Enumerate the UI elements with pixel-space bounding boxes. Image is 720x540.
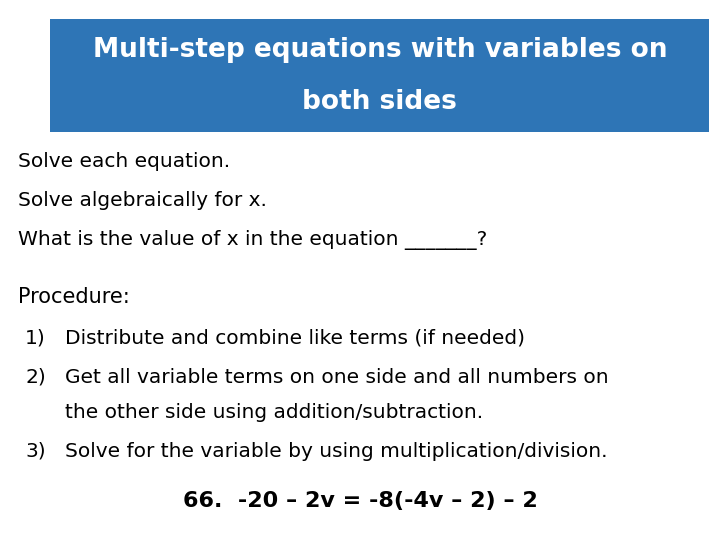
Text: 1): 1): [25, 329, 46, 348]
Text: Solve each equation.: Solve each equation.: [18, 152, 230, 171]
Text: 3): 3): [25, 442, 46, 461]
Text: the other side using addition/subtraction.: the other side using addition/subtractio…: [65, 403, 483, 422]
Text: Distribute and combine like terms (if needed): Distribute and combine like terms (if ne…: [65, 329, 525, 348]
Text: Procedure:: Procedure:: [18, 287, 130, 307]
Text: Solve algebraically for x.: Solve algebraically for x.: [18, 191, 267, 210]
Text: 2): 2): [25, 368, 46, 387]
Text: both sides: both sides: [302, 89, 457, 114]
FancyBboxPatch shape: [50, 19, 709, 132]
Text: Solve for the variable by using multiplication/division.: Solve for the variable by using multipli…: [65, 442, 607, 461]
Text: What is the value of x in the equation _______?: What is the value of x in the equation _…: [18, 230, 487, 250]
Text: Multi-step equations with variables on: Multi-step equations with variables on: [93, 37, 667, 63]
Text: Get all variable terms on one side and all numbers on: Get all variable terms on one side and a…: [65, 368, 608, 387]
Text: 66.  -20 – 2v = -8(-4v – 2) – 2: 66. -20 – 2v = -8(-4v – 2) – 2: [183, 491, 537, 511]
